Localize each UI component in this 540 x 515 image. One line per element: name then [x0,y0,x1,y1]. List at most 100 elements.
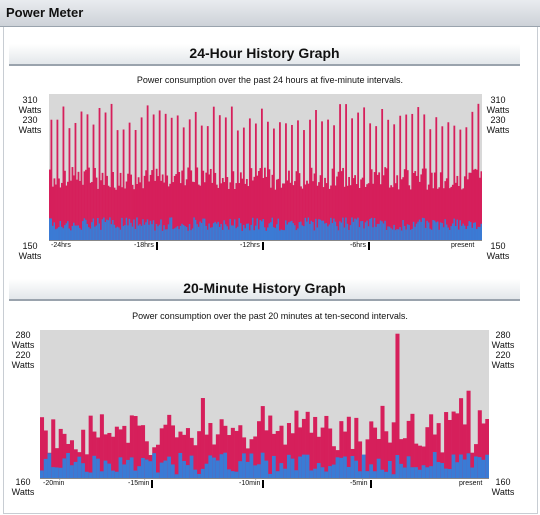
bar-base [429,228,432,240]
bar-base [191,228,194,240]
bar-base [283,230,286,240]
bar-base [306,221,308,240]
bar-base [230,225,233,240]
bar-total [336,176,338,240]
bar-base [474,222,477,240]
bar-base [466,453,471,478]
bar-base [300,221,302,240]
bar-base [62,458,67,478]
bar-total [114,426,119,478]
bar-base [49,218,51,240]
bar-base [58,467,63,478]
bar-base [223,452,228,478]
bar-total [288,170,290,240]
bar-total [375,126,378,240]
bar-base [68,228,71,240]
bar-total [215,434,220,478]
y-top-right-20m: 280 Watts 220 Watts [491,330,515,370]
bar-base [98,223,101,240]
bar-base [263,227,266,240]
bar-base [340,222,343,240]
bar-base [189,455,194,478]
bar-total [305,411,310,478]
bar-base [84,471,89,478]
bar-base [248,230,251,240]
bar-total [390,185,393,240]
bar-total [187,167,190,240]
bar-base [459,454,464,478]
bar-total [459,398,464,478]
bar-total [280,187,283,240]
bar-total [435,117,438,240]
bar-total [453,125,456,240]
bar-base [217,221,220,240]
bar-total [411,113,414,240]
bar-total [223,182,226,240]
bar-total [91,181,93,240]
bar-base [205,225,208,240]
bar-base [229,218,232,240]
bar-base [408,224,411,240]
bar-total [82,184,84,240]
bar-total [291,124,293,240]
bar-total [70,180,72,240]
bar-base [373,218,376,240]
bar-base [466,225,469,240]
bar-total [53,178,56,240]
bar-total [485,419,489,478]
bar-base [301,454,306,478]
bar-total [267,121,269,240]
bar-total [107,432,112,478]
bar-base [190,230,193,240]
bar-base [279,230,281,240]
bar-total [166,175,169,240]
bar-total [50,119,53,240]
bar-total [200,398,205,478]
bar-base [481,459,486,478]
bar-total [283,183,286,240]
bar-base [316,463,321,478]
bar-base [50,218,53,240]
bar-total [321,121,323,240]
bar-total [301,188,304,240]
bar-total [430,172,433,240]
bar-base [433,220,436,240]
bar-base [200,222,203,240]
bar-total [441,126,444,240]
bar-base [420,221,423,240]
bar-total [307,183,310,240]
bar-base [121,217,123,240]
bar-total [282,183,284,240]
bar-base [146,219,149,240]
bar-total [400,179,403,240]
bar-base [387,226,390,240]
bar-base [485,454,489,478]
bar-base [155,472,161,478]
bar-total [462,188,465,240]
bar-base [297,228,299,240]
bar-base [290,458,295,478]
bar-base [360,221,363,240]
bar-total [406,170,409,240]
bar-total [277,178,280,240]
bar-total [358,187,361,240]
bar-total [200,125,203,240]
bar-total [391,187,394,240]
bar-total [436,188,439,240]
bar-total [469,172,472,240]
bar-base [276,224,278,240]
bar-total [387,119,390,240]
bar-total [279,122,281,240]
window-title: Power Meter [6,5,84,20]
bar-base [425,467,430,478]
bar-base [307,217,310,240]
bar-total [71,167,74,240]
bar-total [395,333,400,478]
bar-base [361,454,366,478]
bar-base [249,453,254,478]
bar-base [432,452,437,478]
bar-total [49,169,51,240]
bar-total [235,183,238,240]
bar-base [400,230,403,240]
bar-base [421,217,424,240]
